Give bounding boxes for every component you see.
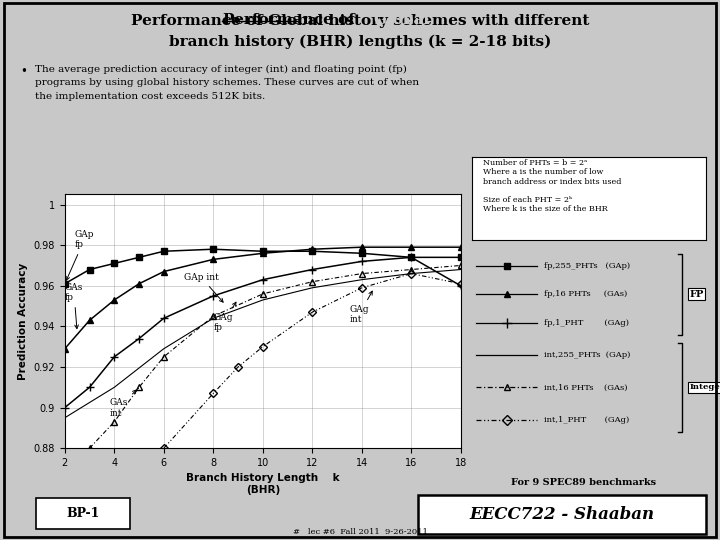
Text: int,1_PHT       (GAg): int,1_PHT (GAg) (544, 416, 629, 424)
Text: programs by using global history schemes. These curves are cut of when: programs by using global history schemes… (35, 78, 419, 87)
Text: For 9 SPEC89 benchmarks: For 9 SPEC89 benchmarks (510, 478, 656, 487)
Text: fp,1_PHT        (GAg): fp,1_PHT (GAg) (544, 319, 629, 327)
Text: •: • (20, 65, 27, 78)
Text: Integer: Integer (689, 383, 720, 392)
Text: BP-1: BP-1 (66, 507, 99, 520)
Text: Performance of: Performance of (223, 14, 360, 28)
Text: fp,255_PHTs   (GAp): fp,255_PHTs (GAp) (544, 262, 630, 270)
Text: Global: Global (290, 14, 430, 28)
Text: Number of PHTs = b = 2ᵃ
Where a is the number of low
branch address or index bit: Number of PHTs = b = 2ᵃ Where a is the n… (483, 159, 621, 213)
Y-axis label: Prediction Accuracy: Prediction Accuracy (18, 262, 28, 380)
Text: GAg
fp: GAg fp (213, 302, 236, 333)
Text: #   lec #6  Fall 2011  9-26-2011: # lec #6 Fall 2011 9-26-2011 (292, 528, 428, 536)
Text: EECC722 - Shaaban: EECC722 - Shaaban (469, 505, 654, 523)
Text: GAp
fp: GAp fp (66, 230, 94, 280)
Text: GAp int: GAp int (184, 273, 223, 302)
X-axis label: Branch History Length    k
(BHR): Branch History Length k (BHR) (186, 474, 340, 495)
Text: branch history (BHR) lengths (k = 2-18 bits): branch history (BHR) lengths (k = 2-18 b… (168, 35, 552, 50)
Text: GAg
int: GAg int (349, 291, 372, 325)
Text: int,16 PHTs    (GAs): int,16 PHTs (GAs) (544, 383, 628, 392)
Text: int,255_PHTs  (GAp): int,255_PHTs (GAp) (544, 351, 631, 359)
Text: GAs
int: GAs int (109, 390, 136, 418)
Text: fp,16 PHTs     (GAs): fp,16 PHTs (GAs) (544, 291, 627, 298)
Text: Performance of Global history schemes with different: Performance of Global history schemes wi… (131, 14, 589, 28)
Text: FP: FP (689, 290, 703, 299)
Text: the implementation cost exceeds 512K bits.: the implementation cost exceeds 512K bit… (35, 92, 265, 101)
Text: The average prediction accuracy of integer (int) and floating point (fp): The average prediction accuracy of integ… (35, 65, 406, 74)
Text: GAs
fp: GAs fp (65, 282, 84, 329)
